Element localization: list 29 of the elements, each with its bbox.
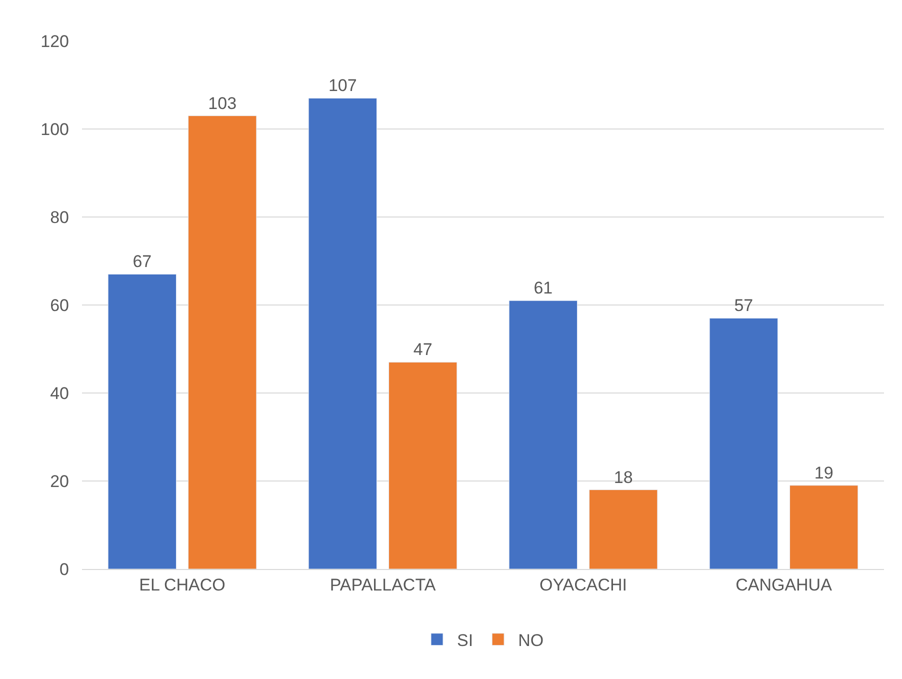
- y-tick-label: 120: [40, 32, 69, 51]
- x-tick-label: OYACACHI: [539, 575, 628, 594]
- legend-label: NO: [518, 630, 544, 650]
- y-tick-label: 0: [60, 560, 69, 579]
- bar: [790, 485, 858, 569]
- data-label: 61: [534, 278, 553, 298]
- y-tick-label: 100: [40, 120, 69, 139]
- bar: [188, 116, 257, 569]
- legend-label: SI: [457, 630, 474, 650]
- data-label: 67: [132, 252, 152, 272]
- data-label: 103: [208, 94, 237, 113]
- data-label: 18: [614, 468, 633, 487]
- data-label: 47: [413, 340, 432, 360]
- bar: [508, 300, 578, 569]
- data-label: 19: [814, 463, 834, 482]
- data-label: 57: [734, 296, 754, 316]
- bar: [589, 490, 658, 569]
- y-tick-label: 20: [50, 472, 69, 491]
- y-tick-label: 40: [50, 384, 69, 403]
- bar: [388, 362, 458, 569]
- x-tick-label: PAPALLACTA: [330, 575, 436, 594]
- x-tick-label: CANGAHUA: [736, 575, 833, 594]
- bar: [308, 98, 377, 569]
- bar: [108, 274, 176, 569]
- bar: [709, 318, 778, 569]
- y-tick-label: 80: [50, 208, 69, 227]
- y-tick-label: 60: [50, 296, 69, 315]
- x-tick-label: EL CHACO: [139, 575, 226, 594]
- data-label: 107: [328, 76, 357, 96]
